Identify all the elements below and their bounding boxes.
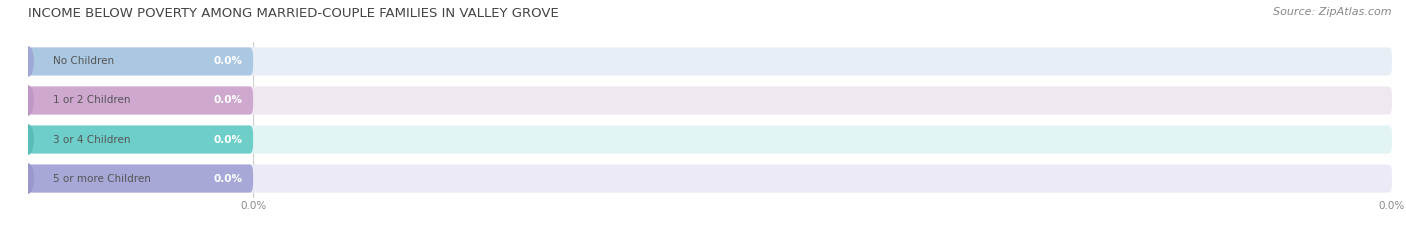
FancyBboxPatch shape [28, 86, 1392, 115]
FancyBboxPatch shape [28, 47, 253, 75]
FancyBboxPatch shape [28, 164, 1392, 193]
Circle shape [22, 164, 34, 193]
Text: No Children: No Children [52, 56, 114, 66]
Text: 3 or 4 Children: 3 or 4 Children [52, 134, 131, 144]
Text: 0.0%: 0.0% [214, 174, 242, 184]
FancyBboxPatch shape [28, 125, 1392, 154]
FancyBboxPatch shape [28, 125, 253, 154]
Circle shape [22, 125, 34, 154]
FancyBboxPatch shape [28, 47, 1392, 75]
Text: 0.0%: 0.0% [214, 56, 242, 66]
Text: Source: ZipAtlas.com: Source: ZipAtlas.com [1274, 7, 1392, 17]
Text: 0.0%: 0.0% [214, 96, 242, 106]
FancyBboxPatch shape [28, 86, 253, 115]
Text: INCOME BELOW POVERTY AMONG MARRIED-COUPLE FAMILIES IN VALLEY GROVE: INCOME BELOW POVERTY AMONG MARRIED-COUPL… [28, 7, 558, 20]
FancyBboxPatch shape [28, 164, 253, 193]
Text: 1 or 2 Children: 1 or 2 Children [52, 96, 131, 106]
Text: 0.0%: 0.0% [214, 134, 242, 144]
Text: 5 or more Children: 5 or more Children [52, 174, 150, 184]
Circle shape [22, 86, 34, 115]
Circle shape [22, 47, 34, 76]
